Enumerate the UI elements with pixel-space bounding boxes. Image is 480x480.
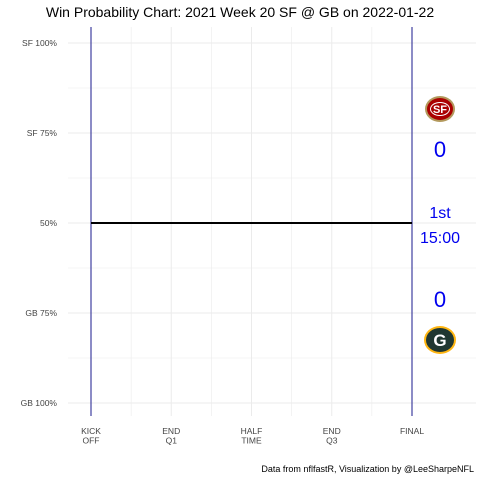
y-tick-label: GB 75% (25, 308, 57, 318)
y-tick-label: GB 100% (21, 398, 58, 408)
y-tick-label: 50% (40, 218, 57, 228)
y-tick-label: SF 100% (22, 38, 57, 48)
game-clock: 15:00 (420, 230, 460, 247)
quarter-label: 1st (429, 205, 451, 222)
y-axis: SF 100% SF 75% 50% GB 75% GB 100% (21, 38, 58, 408)
home-score: 0 (434, 287, 446, 312)
x-tick-label: FINAL (400, 426, 424, 436)
x-tick-label: KICK OFF (81, 426, 101, 446)
chart-title: Win Probability Chart: 2021 Week 20 SF @… (46, 4, 434, 20)
sf-logo-icon: SF (425, 96, 455, 122)
x-tick-label: END Q1 (162, 426, 180, 446)
grid (68, 27, 476, 416)
y-tick-label: SF 75% (27, 128, 58, 138)
chart-caption: Data from nflfastR, Visualization by @Le… (261, 464, 474, 474)
gb-logo-text: G (433, 331, 446, 350)
period-lines (90, 27, 413, 416)
away-score: 0 (434, 137, 446, 162)
sf-logo-text: SF (433, 104, 447, 116)
gb-logo-icon: G (424, 326, 456, 354)
x-axis: KICK OFF END Q1 HALF TIME END Q3 FINAL (81, 426, 424, 446)
x-tick-label: HALF TIME (241, 426, 263, 446)
x-tick-label: END Q3 (323, 426, 341, 446)
